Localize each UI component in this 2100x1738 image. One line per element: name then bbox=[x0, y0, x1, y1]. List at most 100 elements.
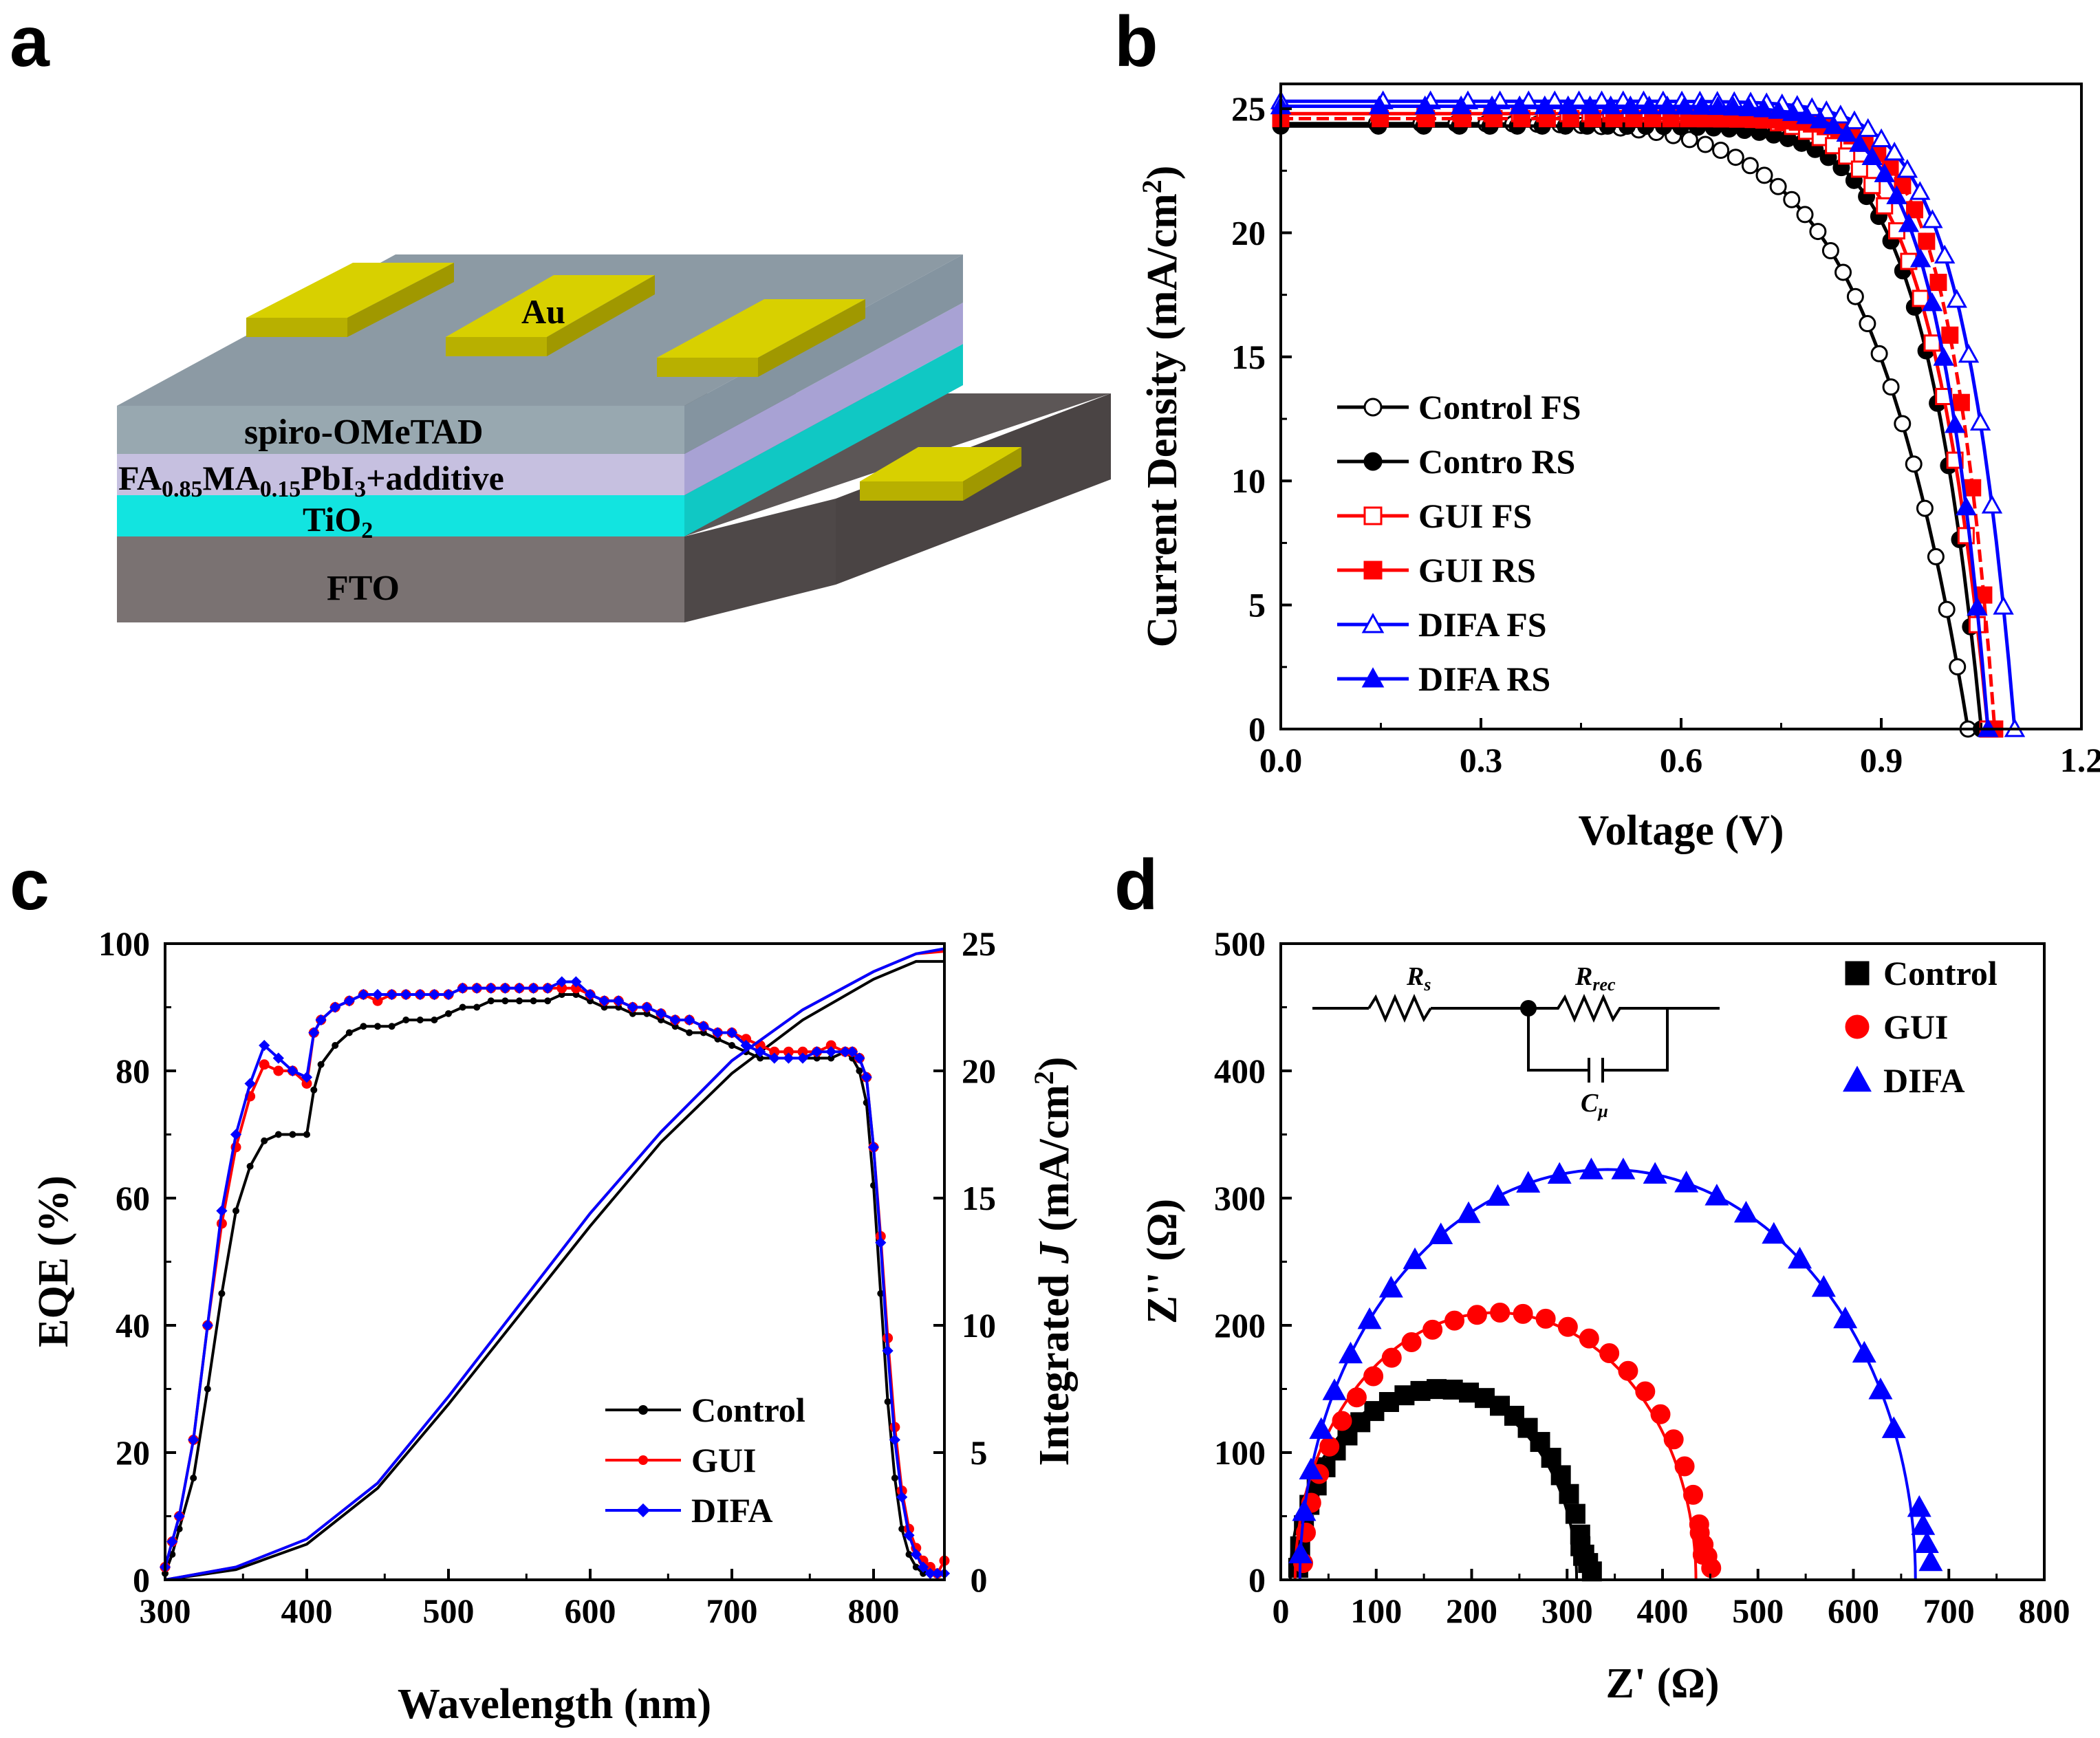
panel-label-c: c bbox=[10, 845, 50, 925]
nyquist-point bbox=[1339, 1341, 1363, 1364]
nyquist-point bbox=[1541, 1448, 1561, 1468]
jv-point bbox=[1769, 177, 1787, 195]
eqe-point bbox=[924, 1567, 936, 1579]
jv-y-tick-label: 5 bbox=[1248, 586, 1266, 624]
jv-point bbox=[1843, 110, 1865, 129]
eqe-point bbox=[259, 1039, 270, 1052]
eqe-point bbox=[570, 976, 582, 988]
jv-point bbox=[1741, 157, 1759, 175]
nyquist-point bbox=[1635, 1381, 1656, 1402]
jv-point bbox=[1821, 242, 1839, 260]
eqe-legend-marker bbox=[636, 1503, 651, 1518]
eqe-point bbox=[757, 1054, 764, 1062]
nyquist-point bbox=[1378, 1276, 1403, 1298]
eqe-plot-frame bbox=[164, 942, 946, 1581]
eqe-point bbox=[329, 1001, 341, 1013]
eqe-point bbox=[287, 1065, 299, 1077]
eqe-point bbox=[811, 1046, 823, 1058]
nyquist-point bbox=[1429, 1222, 1453, 1245]
nyquist-point bbox=[1811, 1275, 1836, 1297]
jv-point bbox=[1916, 499, 1934, 517]
eqe-point bbox=[246, 1162, 254, 1170]
jv-point bbox=[1768, 100, 1789, 119]
eqe-x-tick-label: 700 bbox=[706, 1592, 758, 1630]
jv-curve-control-fs bbox=[1281, 122, 1970, 730]
jv-point bbox=[1958, 344, 1980, 363]
eqe-point bbox=[272, 1052, 284, 1064]
eqe-point bbox=[400, 988, 412, 1001]
eqe-point bbox=[825, 1046, 837, 1058]
jv-point bbox=[1838, 147, 1856, 165]
jv-y-tick-label: 10 bbox=[1231, 461, 1266, 500]
perovskite-right-face bbox=[684, 303, 963, 495]
eqe-point bbox=[598, 995, 610, 1007]
eqe-point bbox=[317, 1061, 325, 1068]
jv-point bbox=[1918, 232, 1936, 250]
jv-point bbox=[1836, 122, 1857, 142]
jv-legend-marker bbox=[1363, 452, 1383, 471]
jv-point bbox=[1923, 334, 1941, 352]
jv-legend-marker bbox=[1363, 506, 1383, 525]
eqe-point bbox=[244, 1078, 256, 1089]
eqe-point bbox=[903, 1530, 915, 1541]
eqe-point bbox=[544, 997, 552, 1005]
eqe-point bbox=[416, 1017, 424, 1023]
eqe-point bbox=[875, 1237, 887, 1248]
jv-legend-label: Contro RS bbox=[1418, 442, 1575, 481]
eqe-point bbox=[712, 1027, 724, 1039]
nyquist-point bbox=[1663, 1429, 1684, 1450]
eqe-point bbox=[839, 1046, 851, 1058]
au-electrode-3 bbox=[657, 299, 865, 358]
eqe-point bbox=[905, 1551, 913, 1558]
au-label: Au bbox=[521, 292, 565, 331]
au-electrode-1-side bbox=[347, 263, 454, 337]
jv-point bbox=[1944, 414, 1966, 433]
tio2-front-face bbox=[117, 495, 684, 536]
jv-point bbox=[1934, 244, 1956, 264]
eqe-point bbox=[726, 1027, 738, 1039]
jv-point bbox=[1870, 128, 1892, 147]
jv-point bbox=[1674, 96, 1696, 115]
nyquist-x-tick-label: 300 bbox=[1541, 1592, 1593, 1630]
eqe-point bbox=[882, 1345, 894, 1357]
nyquist-point bbox=[1550, 1465, 1571, 1486]
jv-y-tick-label: 20 bbox=[1231, 213, 1266, 252]
jv-point bbox=[1909, 248, 1931, 268]
jv-point bbox=[1544, 90, 1566, 109]
eqe-point bbox=[343, 995, 355, 1007]
au-electrode-3-side bbox=[758, 299, 865, 377]
nyquist-point bbox=[1422, 1319, 1443, 1340]
nyquist-legend-marker bbox=[1845, 1014, 1870, 1039]
eqe-point bbox=[740, 1039, 752, 1052]
eqe-point bbox=[917, 1561, 929, 1573]
eqe-point bbox=[374, 1023, 381, 1030]
nyquist-point bbox=[1346, 1387, 1367, 1408]
jv-point bbox=[1579, 95, 1601, 115]
nyquist-point bbox=[1295, 1522, 1316, 1543]
jv-point bbox=[1993, 596, 2014, 615]
jv-point bbox=[1809, 223, 1827, 241]
jv-point bbox=[1952, 393, 1970, 411]
eqe-legend: Control GUI DIFA bbox=[605, 1391, 805, 1530]
jv-point bbox=[1369, 95, 1390, 115]
jv-point bbox=[1921, 292, 1943, 312]
au-electrode-4 bbox=[860, 447, 1021, 481]
jv-point bbox=[1938, 600, 1956, 618]
nyquist-point bbox=[1299, 1457, 1323, 1479]
nyquist-x-tick-label: 600 bbox=[1828, 1592, 1879, 1630]
eqe-point bbox=[360, 1023, 367, 1030]
jv-point bbox=[1557, 95, 1579, 115]
jv-x-tick-label: 1.2 bbox=[2060, 741, 2100, 779]
jv-point bbox=[1906, 201, 1924, 219]
perovskite-label: FA0.85MA0.15PbI3+additive bbox=[118, 459, 504, 502]
eqe-point bbox=[261, 1137, 268, 1144]
eqe-point bbox=[173, 1510, 185, 1522]
jv-legend-label: GUI FS bbox=[1418, 497, 1532, 535]
nyquist-point bbox=[1557, 1316, 1578, 1337]
tio2-right-face bbox=[684, 344, 963, 536]
nyquist-chart: 0 100 200 300 400 500 600 700 800 0 100 200 300 400 50… bbox=[1139, 924, 2070, 1707]
jv-point bbox=[1796, 206, 1814, 224]
nyquist-point bbox=[1322, 1378, 1347, 1400]
eqe-point bbox=[388, 1023, 396, 1030]
